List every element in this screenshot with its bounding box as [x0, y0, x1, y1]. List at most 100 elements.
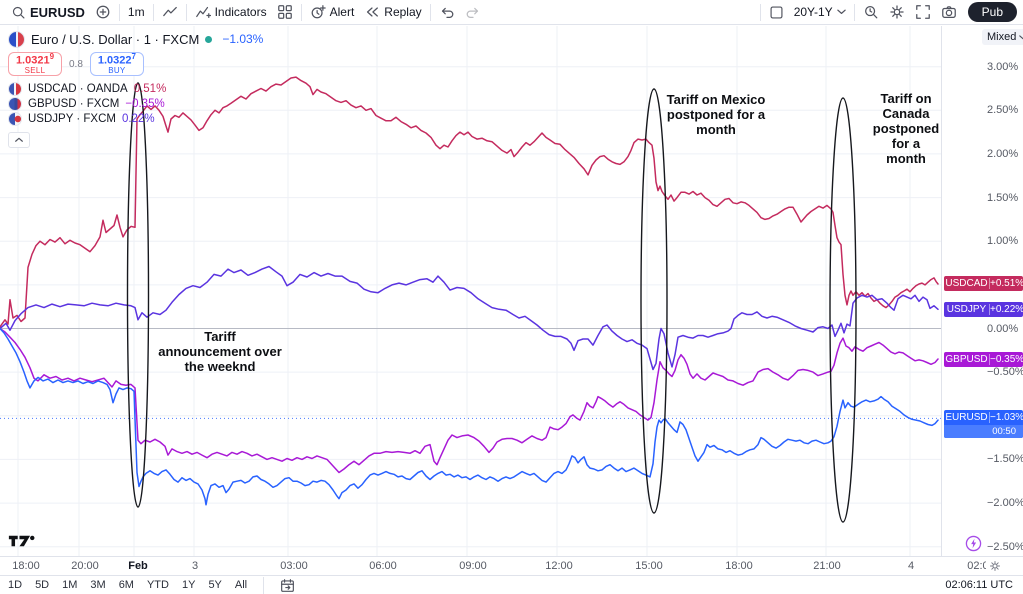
ellipse-drawing[interactable] — [126, 82, 150, 508]
sell-button[interactable]: 1.03219 SELL — [8, 52, 62, 76]
goto-date-button[interactable] — [280, 578, 295, 593]
legend-collapse-button[interactable] — [8, 132, 30, 148]
pair-flag-icon — [8, 111, 22, 126]
range-button-6M[interactable]: 6M — [118, 579, 134, 591]
ellipse-drawing[interactable] — [640, 88, 668, 514]
series-USDCAD[interactable] — [0, 76, 939, 328]
price-tick-label: 1.00% — [987, 235, 1019, 247]
spread-value: 0.8 — [69, 58, 83, 70]
line-chart-icon — [162, 4, 178, 20]
instant-trading-button[interactable] — [965, 535, 982, 552]
compare-pair-label: USDCAD · OANDA — [28, 82, 128, 95]
price-tick-label: 0.00% — [987, 323, 1019, 335]
annotation-note[interactable]: Tariff on Canada postponed for a month — [872, 91, 940, 166]
tradingview-logo[interactable] — [8, 533, 38, 554]
toolbar-divider — [185, 3, 187, 21]
bar-countdown: 00:50 — [944, 425, 1023, 438]
toolbar-divider — [853, 3, 855, 21]
undo-arrow-icon — [439, 4, 455, 20]
grid-layout-icon — [277, 4, 293, 20]
price-label-USDCAD: USDCAD +0.51% — [944, 276, 1023, 291]
search-icon — [11, 5, 26, 20]
chart-type-button[interactable] — [157, 2, 183, 22]
indicators-label: Indicators — [214, 5, 267, 19]
indicator-templates-button[interactable] — [272, 2, 298, 22]
market-status-dot-icon[interactable] — [205, 35, 213, 43]
replay-button[interactable]: Replay — [359, 2, 426, 22]
series-USDJPY[interactable] — [0, 265, 939, 371]
price-scale-mode-button[interactable]: Mixed — [982, 29, 1023, 45]
range-button-1D[interactable]: 1D — [8, 579, 23, 591]
interval-button[interactable]: 1m — [123, 3, 150, 21]
compare-symbol-row[interactable]: GBPUSD · FXCM −0.35% — [8, 96, 263, 111]
range-button-All[interactable]: All — [234, 579, 248, 591]
chart-pane[interactable]: Tariff announcement over the weeknd Tarif… — [0, 26, 941, 556]
price-tick-label: 2.00% — [987, 148, 1019, 160]
compare-symbol-row[interactable]: USDJPY · FXCM 0.22% — [8, 111, 263, 126]
compare-rows: USDCAD · OANDA 0.51% GBPUSD · FXCM −0.35% US… — [8, 81, 263, 126]
eurusd-flag-icon — [8, 30, 25, 48]
layout-select-button[interactable] — [764, 3, 789, 22]
trading-buttons-row: 1.03219 SELL 0.8 1.03227 BUY — [8, 52, 263, 76]
compare-pair-label: GBPUSD · FXCM — [28, 97, 120, 110]
series-EURUSD[interactable] — [0, 327, 939, 506]
range-button-3M[interactable]: 3M — [90, 579, 106, 591]
toolbar-divider — [152, 3, 154, 21]
undo-button[interactable] — [434, 2, 460, 22]
compare-symbol-row[interactable]: USDCAD · OANDA 0.51% — [8, 81, 263, 96]
price-label-EURUSD: EURUSD −1.03% 00:50 — [944, 410, 1023, 438]
indicators-icon — [195, 4, 211, 20]
range-button-1Y[interactable]: 1Y — [181, 579, 196, 591]
price-tick-label: −1.50% — [987, 453, 1023, 465]
price-scale[interactable]: Mixed 3.00%2.50%2.00%1.50%1.00%0.50%0.00… — [941, 26, 1023, 556]
add-symbol-button[interactable] — [90, 2, 116, 22]
compare-change-value: −0.35% — [125, 97, 165, 110]
gear-icon — [889, 4, 905, 20]
settings-button[interactable] — [884, 2, 910, 22]
range-button-YTD[interactable]: YTD — [146, 579, 169, 591]
price-label-USDJPY: USDJPY +0.22% — [944, 302, 1023, 317]
time-tick-label: 18:00 — [725, 560, 753, 572]
annotation-note[interactable]: Tariff announcement over the weeknd — [158, 329, 282, 374]
series-GBPUSD[interactable] — [0, 327, 939, 474]
price-tick-label: −2.50% — [987, 541, 1023, 553]
layout-name-button[interactable]: 20Y-1Y — [789, 3, 851, 21]
indicators-button[interactable]: Indicators — [190, 2, 272, 22]
alert-button[interactable]: Alert — [305, 2, 360, 22]
ellipse-drawing[interactable] — [829, 97, 857, 523]
buy-label: BUY — [108, 66, 126, 76]
redo-button[interactable] — [460, 2, 486, 22]
symbol-search-button[interactable]: EURUSD — [6, 3, 90, 22]
toolbar-divider — [759, 3, 761, 21]
time-axis-settings-button[interactable] — [986, 560, 1001, 572]
toolbar-divider — [429, 3, 431, 21]
clock-utc-label[interactable]: 02:06:11 UTC — [945, 579, 1013, 591]
range-button-1M[interactable]: 1M — [62, 579, 78, 591]
price-scale-mode-label: Mixed — [987, 31, 1017, 43]
replay-rewind-icon — [364, 4, 380, 20]
quick-search-button[interactable] — [858, 2, 884, 22]
fullscreen-button[interactable] — [910, 2, 936, 22]
annotation-note[interactable]: Tariff on Mexico postponed for a month — [666, 92, 766, 137]
range-button-5D[interactable]: 5D — [35, 579, 50, 591]
clock-search-icon — [863, 4, 879, 20]
symbol-change-value: −1.03% — [222, 32, 264, 46]
price-label-GBPUSD: GBPUSD −0.35% — [944, 352, 1023, 367]
price-tick-label: 2.50% — [987, 104, 1019, 116]
pair-flag-icon — [8, 81, 22, 96]
price-tick-label: 1.50% — [987, 192, 1019, 204]
time-tick-label: 18:00 — [12, 560, 40, 572]
chart-canvas[interactable] — [0, 26, 941, 556]
time-scale[interactable]: 18:00 20:00 Feb 3 03:00 06:00 09:00 12:00 15:00 1… — [0, 556, 1023, 576]
time-tick-label: 21:00 — [813, 560, 841, 572]
time-tick-label: 3 — [191, 560, 199, 572]
snapshot-button[interactable] — [936, 2, 962, 22]
compare-pair-label: USDJPY · FXCM — [28, 112, 116, 125]
main-symbol-row[interactable]: Euro / U.S. Dollar · 1 · FXCM −1.03% — [8, 30, 263, 48]
symbol-name: EURUSD — [30, 4, 85, 20]
buy-button[interactable]: 1.03227 BUY — [89, 52, 144, 76]
publish-button[interactable]: Pub — [967, 2, 1017, 22]
price-tick-label: −2.00% — [987, 497, 1023, 509]
sell-price: 1.03219 — [15, 51, 55, 67]
range-button-5Y[interactable]: 5Y — [208, 579, 222, 591]
